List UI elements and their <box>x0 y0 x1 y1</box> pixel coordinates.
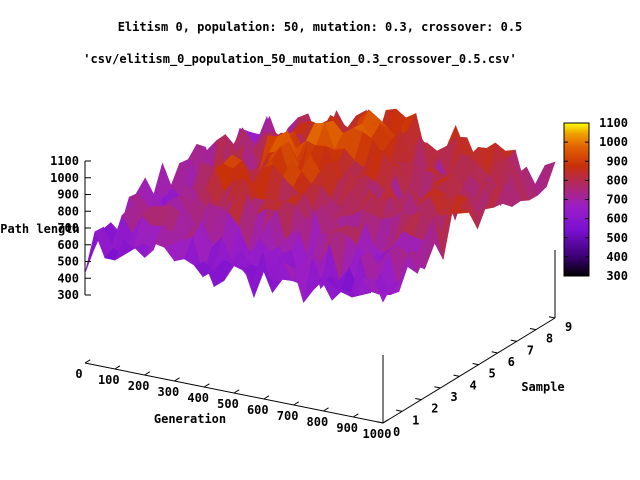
x-tick-label: 1000 <box>363 427 392 441</box>
y-tick-label: 5 <box>489 367 496 381</box>
z-tick-label: 600 <box>57 238 79 252</box>
y-tick-label: 6 <box>508 355 515 369</box>
colorbar-tick-label: 900 <box>606 154 628 168</box>
colorbar-tick-label: 1100 <box>599 116 628 130</box>
x-tick-label: 900 <box>336 421 358 435</box>
y-tick <box>510 339 517 342</box>
x-tick <box>144 371 151 376</box>
y-tick-label: 1 <box>412 413 419 427</box>
x-axis-label: Generation <box>154 412 226 426</box>
y-tick <box>491 351 498 354</box>
x-tick-label: 500 <box>217 397 239 411</box>
colorbar-tick-label: 1000 <box>599 135 628 149</box>
x-tick <box>174 377 180 382</box>
y-axis-label: Sample <box>521 380 564 394</box>
z-tick-label: 800 <box>57 204 79 218</box>
x-tick <box>352 413 359 418</box>
colorbar-tick-label: 300 <box>606 269 628 283</box>
x-tick-label: 700 <box>277 409 299 423</box>
z-tick-label: 1000 <box>50 171 79 185</box>
y-tick-label: 2 <box>431 402 438 416</box>
y-tick <box>529 327 536 331</box>
x-tick-label: 400 <box>187 391 209 405</box>
colorbar <box>563 122 590 277</box>
y-tick <box>548 316 556 319</box>
colorbar-tick-label: 600 <box>606 212 628 226</box>
x-tick-label: 800 <box>307 415 329 429</box>
y-tick <box>472 362 479 366</box>
y-tick-label: 4 <box>469 378 476 392</box>
x-tick <box>233 389 240 394</box>
series-label: 'csv/elitism_0_population_50_mutation_0.… <box>83 52 516 67</box>
y-tick <box>453 374 460 377</box>
surface-facet <box>372 278 392 303</box>
y-tick-label: 3 <box>450 390 457 404</box>
x-tick <box>203 383 210 388</box>
x-tick <box>382 419 389 424</box>
chart-title: Elitism 0, population: 50, mutation: 0.3… <box>118 20 523 34</box>
x-tick-label: 0 <box>75 367 82 381</box>
x-tick-label: 200 <box>128 379 150 393</box>
x-tick <box>293 401 300 406</box>
z-tick-label: 500 <box>57 255 79 269</box>
colorbar-tick-label: 700 <box>606 193 628 207</box>
z-tick-label: 700 <box>57 221 79 235</box>
z-tick-label: 300 <box>57 288 79 302</box>
z-tick-label: 900 <box>57 188 79 202</box>
base-frame <box>84 317 556 424</box>
colorbar-tick-label: 500 <box>606 231 628 245</box>
x-tick <box>323 407 329 412</box>
z-axis-label: Path length <box>0 222 79 236</box>
y-tick-label: 9 <box>565 320 572 334</box>
colorbar-ticks: 300 400 500 600 700 800 900 1000 1100 <box>564 116 628 283</box>
tick-labels: 0 100 200 300 400 500 600 700 800 900 1000 01234567… <box>50 154 572 441</box>
x-tick <box>263 395 270 400</box>
y-tick <box>415 397 422 401</box>
x-tick-label: 100 <box>98 373 120 387</box>
x-tick-label: 600 <box>247 403 269 417</box>
y-tick <box>376 421 384 424</box>
surface-mesh <box>84 108 556 303</box>
z-tick-label: 1100 <box>50 154 79 168</box>
y-tick-label: 8 <box>546 332 553 346</box>
x-tick <box>114 365 121 370</box>
y-tick <box>434 386 441 389</box>
colorbar-tick-label: 800 <box>606 173 628 187</box>
x-tick <box>84 359 91 364</box>
y-tick <box>396 409 403 412</box>
x-tick-label: 300 <box>158 385 180 399</box>
colorbar-tick-label: 400 <box>606 250 628 264</box>
y-tick-label: 7 <box>527 343 534 357</box>
z-tick-label: 400 <box>57 271 79 285</box>
y-tick-label: 0 <box>393 425 400 439</box>
